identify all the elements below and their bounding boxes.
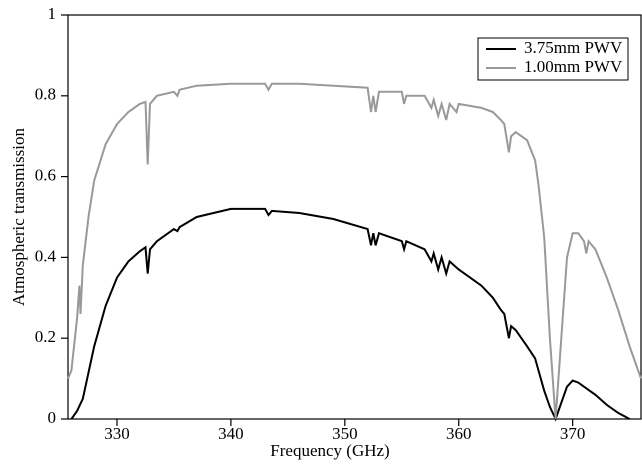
x-tick-label: 370 xyxy=(560,424,586,443)
series-line xyxy=(70,207,631,422)
x-tick-label: 360 xyxy=(446,424,472,443)
plot-frame xyxy=(67,14,642,420)
y-tick-label: 1 xyxy=(48,4,57,23)
legend-label: 1.00mm PWV xyxy=(524,57,623,76)
x-tick-label: 330 xyxy=(104,424,130,443)
series-line xyxy=(67,82,642,420)
legend-label: 3.75mm PWV xyxy=(524,38,623,57)
x-tick-label: 340 xyxy=(218,424,244,443)
x-tick-label: 350 xyxy=(332,424,358,443)
legend-box xyxy=(477,37,629,81)
y-tick-label: 0.8 xyxy=(35,85,56,104)
y-tick-label: 0.4 xyxy=(35,246,57,265)
y-tick-label: 0.6 xyxy=(35,166,56,185)
x-axis-label: Frequency (GHz) xyxy=(270,441,389,460)
y-axis-label: Atmospheric transmission xyxy=(9,127,28,306)
y-tick-label: 0 xyxy=(48,408,57,427)
y-tick-label: 0.2 xyxy=(35,327,56,346)
